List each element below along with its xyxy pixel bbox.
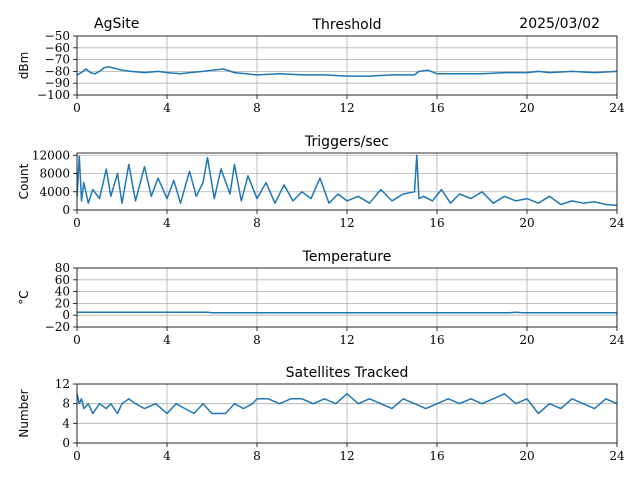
x-tick-label: 24 [609, 101, 625, 115]
chart-panel-2: 0 4 8 12 16 20 24 0 4000 8000 12000 Triggers/sec Cou… [17, 134, 625, 230]
x-tick-label: 24 [609, 216, 625, 230]
y-tick-label: 0 [62, 436, 70, 450]
series-line [76, 65, 618, 77]
chart-title: Triggers/sec [304, 134, 389, 150]
x-tick-label: 20 [519, 216, 534, 230]
x-tick-label: 8 [253, 333, 261, 347]
series-line [77, 311, 617, 314]
chart-panel-1: 0 4 8 12 16 20 24 −100−90−80−70−60−50 Threshold d… [17, 17, 625, 115]
y-axis-label: Number [17, 389, 31, 437]
y-tick-label: −80 [45, 64, 70, 78]
chart-title: Temperature [302, 249, 392, 265]
x-tick-label: 24 [609, 333, 625, 347]
x-tick-label: 4 [163, 216, 171, 230]
x-tick-label: 4 [163, 449, 171, 463]
y-tick-label: 8 [62, 397, 70, 411]
y-tick-label: 12 [55, 377, 70, 391]
x-tick-label: 0 [73, 449, 81, 463]
y-tick-label: 60 [55, 273, 70, 287]
x-tick-label: 0 [73, 333, 81, 347]
x-tick-label: 20 [519, 333, 534, 347]
report-date: 2025/03/02 [519, 16, 600, 32]
y-tick-label: 20 [55, 296, 70, 310]
y-tick-label: −60 [45, 41, 70, 55]
y-tick-label: 4 [62, 416, 70, 430]
series-line [76, 154, 618, 207]
y-tick-label: −90 [45, 76, 70, 90]
y-tick-label: 80 [55, 261, 70, 275]
chart-title: Threshold [312, 17, 382, 33]
x-tick-label: 12 [339, 216, 354, 230]
x-tick-label: 12 [339, 333, 354, 347]
y-tick-label: −100 [37, 88, 70, 102]
y-tick-label: 4000 [39, 185, 70, 199]
y-tick-label: −20 [45, 320, 70, 334]
x-tick-label: 0 [73, 216, 81, 230]
chart-panel-4: 0 4 8 12 16 20 24 0 4 8 12 Satellites Tracked Number [17, 365, 625, 463]
x-tick-label: 16 [429, 216, 444, 230]
x-tick-label: 12 [339, 449, 354, 463]
series-line [76, 393, 618, 415]
chart-panels: 0 4 8 12 16 20 24 −100−90−80−70−60−50 Threshold d… [17, 17, 625, 463]
x-tick-label: 8 [253, 101, 261, 115]
x-tick-label: 0 [73, 101, 81, 115]
x-tick-label: 20 [519, 449, 534, 463]
x-tick-label: 16 [429, 101, 444, 115]
x-tick-label: 8 [253, 449, 261, 463]
y-tick-label: 0 [62, 308, 70, 322]
y-tick-label: 40 [55, 285, 70, 299]
y-tick-label: 12000 [32, 148, 70, 162]
x-tick-label: 24 [609, 449, 625, 463]
x-tick-label: 16 [429, 333, 444, 347]
y-tick-label: −70 [45, 53, 70, 67]
x-tick-label: 16 [429, 449, 444, 463]
x-tick-label: 8 [253, 216, 261, 230]
y-tick-label: 8000 [39, 167, 70, 181]
chart-title: Satellites Tracked [286, 365, 409, 381]
y-tick-label: 0 [62, 203, 70, 217]
y-tick-label: −50 [45, 29, 70, 43]
x-tick-label: 12 [339, 101, 354, 115]
y-axis-label: °C [17, 290, 31, 304]
site-name: AgSite [94, 16, 139, 32]
y-axis-label: Count [17, 163, 31, 199]
y-axis-label: dBm [17, 52, 31, 80]
x-tick-label: 4 [163, 333, 171, 347]
x-tick-label: 20 [519, 101, 534, 115]
x-tick-label: 4 [163, 101, 171, 115]
